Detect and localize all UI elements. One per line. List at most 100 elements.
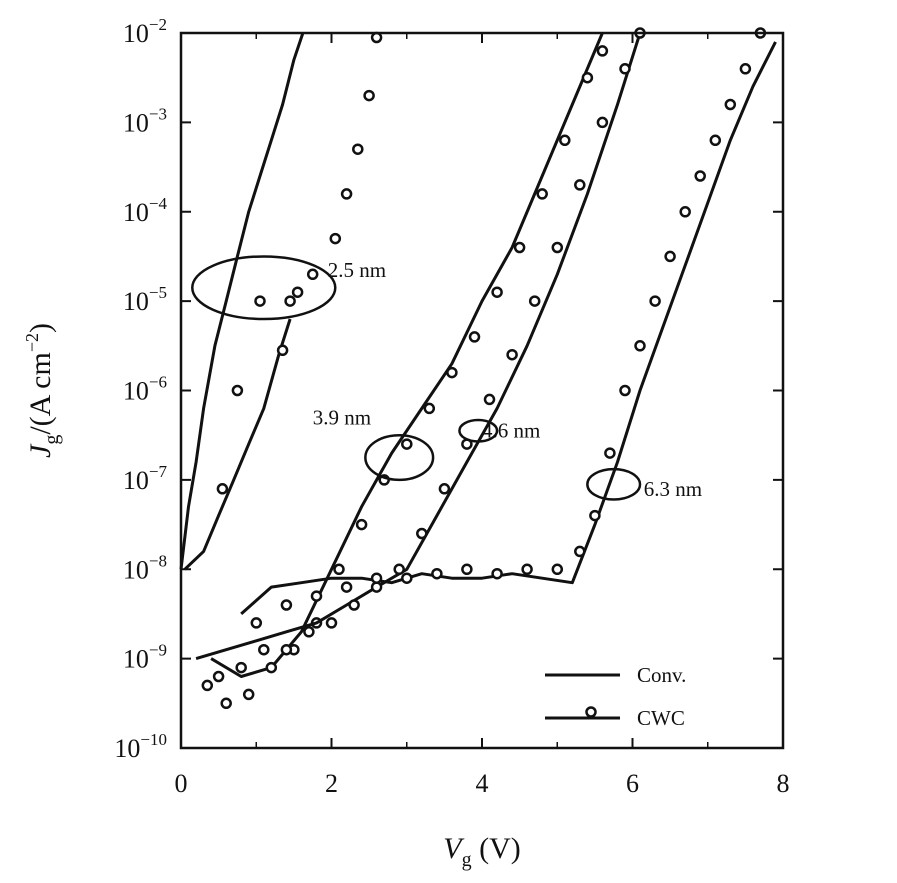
x-axis-label: Vg (V) [443, 832, 520, 871]
data-point [551, 241, 564, 254]
data-point [589, 509, 601, 522]
annotation-ellipse [458, 418, 499, 443]
data-point [438, 483, 451, 495]
series-line [195, 32, 642, 661]
axis-ticks: 0 2 4 6 8 10−10 10−9 10−8 10−7 10−6 10−5 10−4 10−3 10… [114, 15, 789, 798]
legend: Conv. CWC [545, 663, 686, 730]
y-axis-label-close: ) [24, 323, 57, 333]
annotation-ellipse [364, 433, 435, 482]
data-point [491, 286, 503, 298]
data-point [212, 670, 225, 683]
plot-area: 2.5 nm 3.9 nm 4.6 nm 6.3 nm [179, 27, 777, 710]
y-tick-label: 10−3 [123, 104, 167, 137]
data-point [559, 134, 571, 147]
x-tick-label: 0 [175, 769, 188, 798]
data-point [619, 384, 631, 397]
data-point [664, 250, 676, 263]
data-point [574, 179, 586, 191]
y-tick-label: 10−7 [123, 462, 168, 495]
data-point [551, 563, 564, 576]
y-tick-label: 10−2 [123, 15, 167, 48]
x-tick-label: 4 [476, 769, 489, 798]
data-point [724, 98, 737, 111]
data-point [739, 63, 752, 75]
data-point [506, 348, 518, 361]
data-point [596, 45, 609, 57]
y-axis-label-main: J [24, 443, 57, 458]
data-point [276, 344, 289, 357]
data-point [363, 89, 375, 102]
x-axis-label-sub: g [462, 849, 472, 871]
data-point [604, 447, 616, 459]
data-point [333, 563, 345, 576]
data-point [355, 518, 368, 531]
data-point [536, 188, 548, 200]
data-point [348, 599, 360, 611]
y-axis-label-sub: g [41, 435, 63, 445]
data-point [581, 71, 594, 84]
annotation-label: 3.9 nm [313, 405, 371, 429]
data-point [709, 134, 722, 147]
data-point [242, 688, 255, 701]
data-point [416, 527, 428, 540]
data-point [291, 286, 304, 298]
data-point [634, 340, 646, 352]
data-point [310, 590, 323, 602]
data-point [329, 232, 342, 245]
data-point [431, 567, 443, 580]
x-tick-label: 2 [325, 769, 338, 798]
x-tick-label: 6 [626, 769, 639, 798]
data-point [280, 643, 293, 656]
data-point [649, 295, 661, 307]
data-point [574, 545, 586, 558]
data-point [284, 295, 296, 307]
data-point [303, 626, 315, 638]
x-axis-label-main: V [443, 832, 465, 865]
data-point [521, 563, 533, 576]
legend-swatch-cwc-marker [585, 706, 597, 718]
data-point [370, 31, 383, 44]
data-point [306, 268, 319, 281]
data-point [483, 393, 496, 406]
data-point [461, 563, 473, 576]
data-point [235, 661, 247, 674]
y-tick-label: 10−10 [114, 730, 167, 763]
data-point [250, 617, 263, 629]
y-axis-label-unit: /(A cm [24, 352, 57, 435]
data-point [679, 206, 691, 218]
data-point [280, 599, 293, 611]
legend-label-conv: Conv. [637, 663, 686, 687]
series-line [210, 32, 604, 678]
data-point [401, 572, 413, 584]
y-axis-label-sup: −2 [22, 333, 42, 352]
data-point [513, 241, 526, 254]
annotation-ellipse [191, 255, 337, 321]
annotation-ellipse [586, 467, 642, 501]
series-line [179, 32, 305, 570]
legend-label-cwc: CWC [637, 706, 685, 730]
y-axis-label: Jg/(A cm−2) [22, 323, 63, 458]
data-point [325, 617, 338, 629]
data-point [340, 581, 353, 593]
data-point [258, 643, 270, 656]
y-tick-label: 10−9 [123, 641, 167, 674]
data-point [619, 63, 631, 75]
y-tick-label: 10−6 [123, 373, 167, 406]
data-point [370, 572, 383, 584]
annotation-label: 2.5 nm [328, 258, 386, 282]
data-point [446, 366, 458, 379]
data-point [491, 567, 503, 580]
series-line [183, 318, 292, 571]
annotation-label: 4.6 nm [482, 419, 540, 443]
data-point [352, 143, 364, 155]
y-tick-label: 10−5 [123, 283, 167, 316]
data-point [201, 679, 214, 692]
data-point [265, 661, 278, 674]
data-point [528, 295, 541, 307]
data-point [393, 563, 405, 576]
data-point [468, 331, 481, 343]
data-point [423, 402, 436, 415]
series-line [240, 41, 777, 616]
data-point [340, 188, 353, 200]
x-axis-label-unit: (V) [472, 832, 521, 865]
